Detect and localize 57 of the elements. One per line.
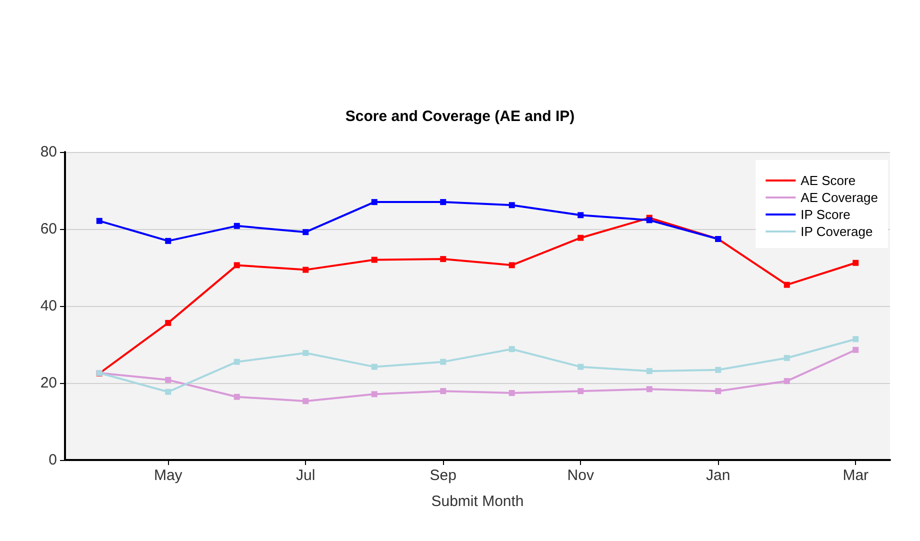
point — [371, 364, 378, 370]
x-tick-label: Mar — [842, 467, 869, 484]
point — [371, 391, 378, 398]
point — [715, 366, 722, 373]
legend-label: AE Score — [800, 173, 856, 188]
point — [302, 266, 309, 273]
point — [852, 260, 859, 266]
point — [234, 394, 240, 400]
point — [302, 229, 309, 236]
legend-label: IP Score — [800, 207, 850, 222]
point — [234, 358, 240, 365]
point — [852, 346, 859, 353]
y-tick-label: 60 — [40, 220, 57, 238]
point — [578, 212, 584, 218]
point — [165, 320, 172, 326]
point — [96, 218, 102, 224]
point — [508, 262, 515, 268]
x-tick-label: May — [154, 467, 183, 484]
point — [646, 217, 652, 224]
point — [165, 238, 172, 244]
y-tick-label: 0 — [48, 452, 57, 468]
point — [234, 262, 240, 268]
point — [440, 199, 446, 206]
point — [234, 222, 240, 229]
point — [784, 378, 790, 384]
legend-label: AE Coverage — [800, 190, 878, 205]
x-tick-label: Sep — [430, 467, 456, 484]
point — [646, 368, 652, 374]
point — [440, 256, 446, 262]
point — [165, 376, 172, 383]
legend-label: IP Coverage — [800, 224, 873, 239]
point — [508, 346, 515, 352]
y-tick-label: 20 — [40, 374, 57, 392]
point — [784, 354, 790, 361]
point — [784, 282, 790, 288]
point — [371, 199, 378, 206]
point — [440, 388, 446, 394]
point — [715, 388, 722, 394]
y-tick-label: 40 — [40, 298, 57, 314]
y-tick-label: 80 — [40, 144, 57, 160]
point — [302, 350, 309, 356]
point — [371, 256, 378, 263]
point — [578, 234, 584, 241]
x-tick-label: Nov — [567, 467, 594, 484]
x-tick-label: Jan — [706, 467, 730, 484]
point — [508, 390, 515, 396]
point — [302, 398, 309, 404]
point — [852, 336, 859, 342]
chart-title: Score and Coverage (AE and IP) — [345, 108, 575, 125]
x-tick-label: Jul — [296, 467, 316, 484]
point — [165, 388, 172, 395]
point — [646, 386, 652, 392]
point — [508, 202, 515, 208]
point — [578, 364, 584, 370]
x-axis-title: Submit Month — [431, 493, 524, 510]
point — [440, 358, 446, 365]
point — [578, 388, 584, 394]
